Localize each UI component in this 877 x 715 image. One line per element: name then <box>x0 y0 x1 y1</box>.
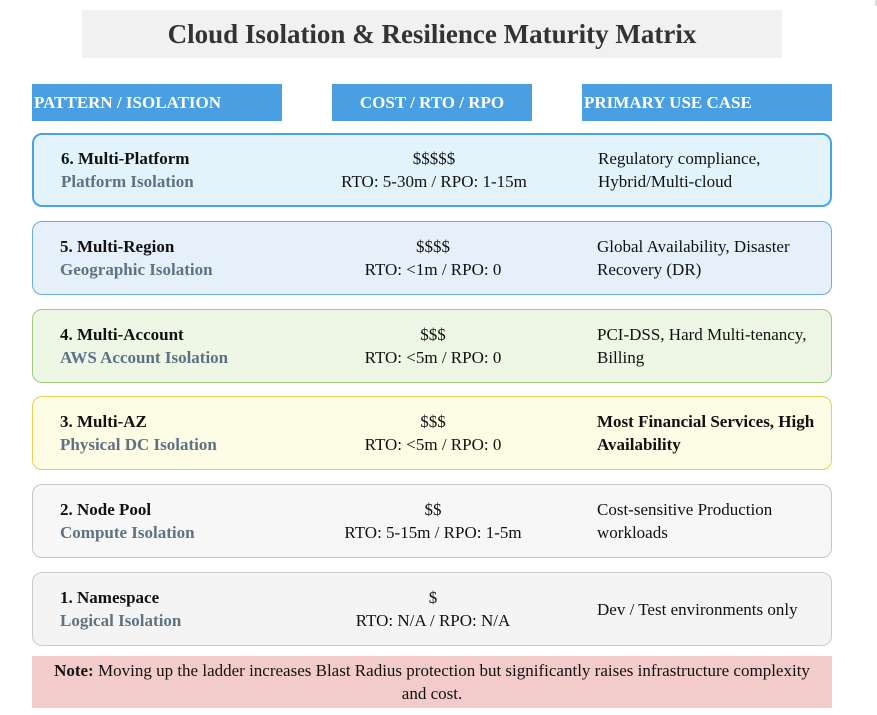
cost-value: $$ <box>424 500 442 519</box>
rto-rpo-value: RTO: <5m / RPO: 0 <box>364 348 502 367</box>
use-case-cell: PCI-DSS, Hard Multi-tenancy, Billing <box>597 325 807 367</box>
cost-value: $$$ <box>420 325 446 344</box>
cost-cell: $$ RTO: 5-15m / RPO: 1-5m <box>313 485 553 557</box>
cost-value: $$$$$ <box>412 149 456 168</box>
row-multi-platform: 6. Multi-Platform Platform Isolation $$$… <box>32 133 832 207</box>
pattern-name: 6. Multi-Platform <box>61 149 190 168</box>
pattern-name: 4. Multi-Account <box>60 325 184 344</box>
cost-cell: $$$ RTO: <5m / RPO: 0 <box>313 310 553 382</box>
row-namespace: 1. Namespace Logical Isolation $ RTO: N/… <box>32 572 832 646</box>
note-label: Note: <box>54 661 94 680</box>
pattern-name: 5. Multi-Region <box>60 237 175 256</box>
pattern-cell: 3. Multi-AZ Physical DC Isolation <box>60 397 217 469</box>
pattern-cell: 6. Multi-Platform Platform Isolation <box>61 135 194 205</box>
isolation-type: AWS Account Isolation <box>60 348 229 367</box>
pattern-name: 2. Node Pool <box>60 500 152 519</box>
cost-cell: $$$$$ RTO: 5-30m / RPO: 1-15m <box>314 135 554 205</box>
cost-value: $$$$ <box>416 237 450 256</box>
rto-rpo-value: RTO: 5-30m / RPO: 1-15m <box>341 172 527 191</box>
row-multi-region: 5. Multi-Region Geographic Isolation $$$… <box>32 221 832 295</box>
use-case-cell: Regulatory compliance, Hybrid/Multi-clou… <box>598 149 761 191</box>
pattern-name: 3. Multi-AZ <box>60 412 147 431</box>
header-use-case: PRIMARY USE CASE <box>582 84 832 121</box>
pattern-cell: 1. Namespace Logical Isolation <box>60 573 181 645</box>
note-text: Moving up the ladder increases Blast Rad… <box>93 661 810 703</box>
pattern-name: 1. Namespace <box>60 588 160 607</box>
use-case-cell: Cost-sensitive Production workloads <box>597 500 773 542</box>
cost-cell: $$$ RTO: <5m / RPO: 0 <box>313 397 553 469</box>
pattern-cell: 2. Node Pool Compute Isolation <box>60 485 195 557</box>
note-box: Note: Moving up the ladder increases Bla… <box>32 656 832 708</box>
use-case-cell: Dev / Test environments only <box>597 599 798 619</box>
use-case-cell: Most Financial Services, High Availabili… <box>597 412 815 454</box>
use-case-cell: Global Availability, Disaster Recovery (… <box>597 237 790 279</box>
row-node-pool: 2. Node Pool Compute Isolation $$ RTO: 5… <box>32 484 832 558</box>
row-multi-account: 4. Multi-Account AWS Account Isolation $… <box>32 309 832 383</box>
row-multi-az: 3. Multi-AZ Physical DC Isolation $$$ RT… <box>32 396 832 470</box>
isolation-type: Logical Isolation <box>60 611 182 630</box>
cost-value: $$$ <box>420 412 446 431</box>
header-pattern: PATTERN / ISOLATION <box>32 84 282 121</box>
rto-rpo-value: RTO: 5-15m / RPO: 1-5m <box>344 523 522 542</box>
isolation-type: Geographic Isolation <box>60 260 213 279</box>
isolation-type: Platform Isolation <box>61 172 194 191</box>
rto-rpo-value: RTO: N/A / RPO: N/A <box>355 611 511 630</box>
pattern-cell: 4. Multi-Account AWS Account Isolation <box>60 310 228 382</box>
pattern-cell: 5. Multi-Region Geographic Isolation <box>60 222 213 294</box>
header-cost: COST / RTO / RPO <box>332 84 532 121</box>
isolation-type: Physical DC Isolation <box>60 435 217 454</box>
window-edge <box>875 0 877 6</box>
rto-rpo-value: RTO: <5m / RPO: 0 <box>364 435 502 454</box>
diagram-title: Cloud Isolation & Resilience Maturity Ma… <box>82 10 782 58</box>
cost-cell: $ RTO: N/A / RPO: N/A <box>313 573 553 645</box>
rto-rpo-value: RTO: <1m / RPO: 0 <box>364 260 502 279</box>
isolation-type: Compute Isolation <box>60 523 195 542</box>
cost-cell: $$$$ RTO: <1m / RPO: 0 <box>313 222 553 294</box>
cost-value: $ <box>428 588 438 607</box>
